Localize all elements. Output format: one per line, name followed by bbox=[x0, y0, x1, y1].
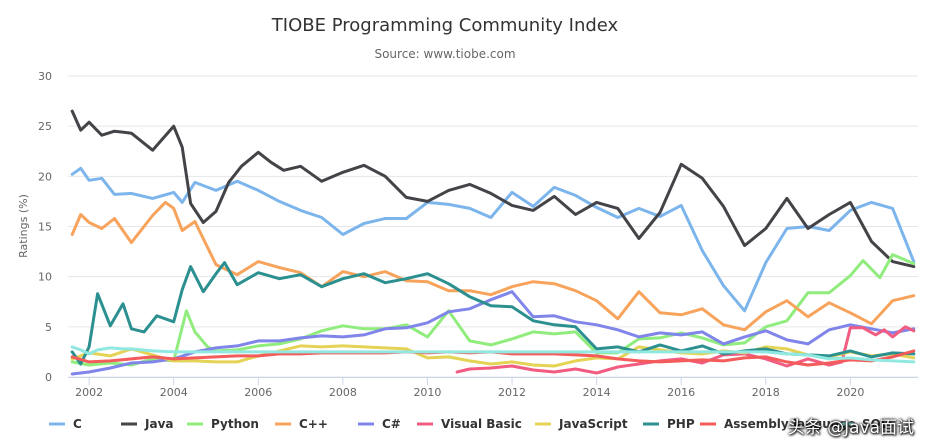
series-line-cpp[interactable] bbox=[70, 200, 916, 332]
legend-item-assembly-language[interactable]: Assembly language bbox=[700, 417, 856, 431]
legend-item-javascript[interactable]: JavaScript bbox=[535, 417, 628, 431]
x-tick-label: 2004 bbox=[160, 386, 188, 399]
legend-item-sql[interactable]: SQL bbox=[838, 417, 889, 431]
y-tick-label: 10 bbox=[38, 271, 52, 284]
legend-item-visual-basic[interactable]: Visual Basic bbox=[417, 417, 522, 431]
y-tick-label: 15 bbox=[38, 221, 52, 234]
legend-item-cpp[interactable]: C++ bbox=[275, 417, 328, 431]
x-tick-label: 2018 bbox=[752, 386, 780, 399]
legend-item-python[interactable]: Python bbox=[187, 417, 259, 431]
legend-label: SQL bbox=[862, 417, 889, 431]
series-line-java[interactable] bbox=[70, 109, 916, 269]
legend-item-java[interactable]: Java bbox=[121, 417, 173, 431]
legend-label: Visual Basic bbox=[441, 417, 522, 431]
x-tick-label: 2012 bbox=[498, 386, 526, 399]
legend-label: C# bbox=[382, 417, 401, 431]
y-tick-label: 25 bbox=[38, 120, 52, 133]
legend-label: Python bbox=[211, 417, 259, 431]
legend-item-c[interactable]: C bbox=[49, 417, 82, 431]
x-tick-label: 2016 bbox=[667, 386, 695, 399]
watermark-text: 头条 @Java面试 bbox=[787, 418, 914, 438]
legend-label: Assembly language bbox=[724, 417, 856, 431]
y-tick-label: 0 bbox=[45, 371, 52, 384]
chart-subtitle: Source: www.tiobe.com bbox=[374, 47, 515, 61]
grid-lines bbox=[68, 75, 918, 378]
legend-label: Java bbox=[144, 417, 173, 431]
chart-title: TIOBE Programming Community Index bbox=[271, 15, 619, 36]
x-tick-label: 2008 bbox=[329, 386, 357, 399]
y-tick-label: 30 bbox=[38, 70, 52, 83]
legend-item-csharp[interactable]: C# bbox=[358, 417, 401, 431]
y-tick-label: 20 bbox=[38, 170, 52, 183]
x-tick-label: 2002 bbox=[75, 386, 103, 399]
x-tick-label: 2020 bbox=[836, 386, 864, 399]
series-line-sql[interactable] bbox=[70, 345, 916, 364]
y-tick-label: 5 bbox=[45, 321, 52, 334]
legend: C Java Python C++ C# Visual Basic JavaScript PH… bbox=[49, 417, 889, 431]
x-tick-label: 2010 bbox=[413, 386, 441, 399]
legend-label: JavaScript bbox=[558, 417, 628, 431]
y-axis-ticks: 0 5 10 15 20 25 30 bbox=[38, 70, 52, 384]
series-lines bbox=[70, 109, 916, 376]
x-axis-ticks: 2002 2004 2006 2008 2010 2012 2014 2016 2018 2020 bbox=[75, 377, 864, 399]
series-line-python[interactable] bbox=[70, 253, 916, 367]
y-axis-title: Ratings (%) bbox=[17, 194, 30, 258]
legend-label: PHP bbox=[667, 417, 695, 431]
legend-label: C bbox=[73, 417, 82, 431]
x-tick-label: 2014 bbox=[583, 386, 611, 399]
x-tick-label: 2006 bbox=[244, 386, 272, 399]
series-line-javascript[interactable] bbox=[70, 344, 916, 368]
series-line-csharp[interactable] bbox=[70, 290, 916, 376]
legend-item-php[interactable]: PHP bbox=[643, 417, 695, 431]
series-line-c[interactable] bbox=[70, 166, 916, 313]
legend-label: C++ bbox=[299, 417, 328, 431]
